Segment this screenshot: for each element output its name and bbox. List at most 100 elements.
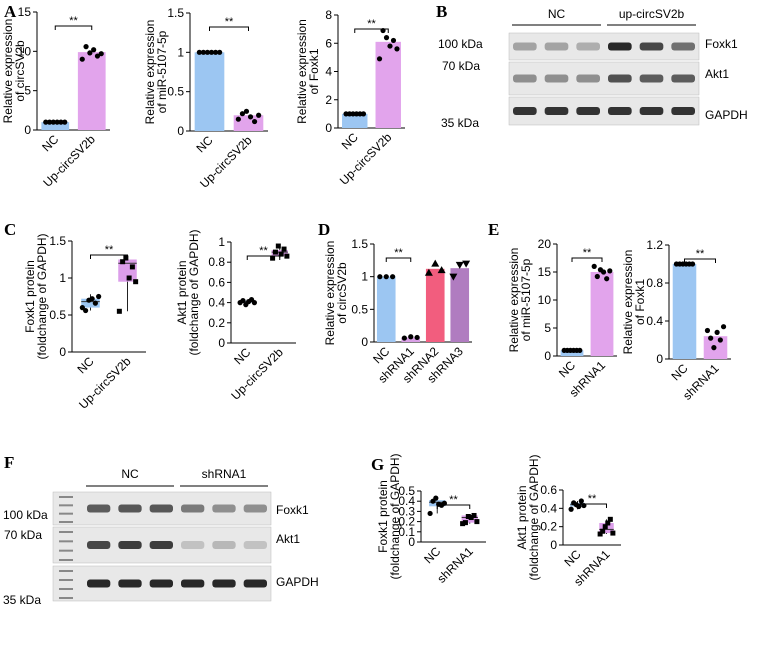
protein-band xyxy=(181,541,205,549)
data-point xyxy=(600,269,607,275)
group-label: NC xyxy=(121,467,139,481)
y-tick-label: 0.5 xyxy=(167,85,184,99)
ladder-band xyxy=(59,521,73,523)
y-axis-label: Relative expression xyxy=(323,241,337,346)
protein-band xyxy=(149,504,173,513)
protein-label: Foxk1 xyxy=(276,503,309,517)
data-point xyxy=(465,514,471,519)
data-point xyxy=(79,56,85,62)
y-tick-label: 0.8 xyxy=(208,255,225,269)
panel-label-d: D xyxy=(318,220,330,239)
bar xyxy=(194,52,225,132)
data-point xyxy=(689,261,696,267)
protein-band xyxy=(243,541,267,549)
blot-strip xyxy=(508,96,700,126)
y-tick-label: 1 xyxy=(177,45,184,59)
y-axis-label: Akt1 protein xyxy=(515,485,529,549)
y-tick-label: 4 xyxy=(325,65,332,79)
y-tick-label: 0 xyxy=(218,336,225,350)
protein-band xyxy=(544,107,569,115)
protein-band xyxy=(243,504,267,513)
data-point xyxy=(43,119,49,125)
y-tick-label: 0 xyxy=(550,538,557,552)
chart-c2: 0 0.2 0.4 0.6 0.8 1 Akt1 protein(foldchange of… xyxy=(175,229,296,403)
data-point xyxy=(594,273,600,280)
marker-label: 35 kDa xyxy=(3,593,41,607)
data-point xyxy=(437,266,446,274)
data-point xyxy=(377,274,383,280)
western-blot-b: NC up-circSV2b Foxk1 Akt1 GAPDH 100 kDa 70 kDa… xyxy=(438,7,748,130)
data-point xyxy=(604,276,610,282)
y-tick-label: 5 xyxy=(24,84,31,98)
y-axis-label: (foldchange of GAPDH) xyxy=(388,453,402,579)
significance-bracket xyxy=(209,26,249,31)
y-tick-label: 0.5 xyxy=(351,302,368,316)
y-tick-label: 1.5 xyxy=(351,237,368,251)
significance-label: ** xyxy=(696,248,705,260)
protein-band xyxy=(212,541,236,549)
data-point xyxy=(460,521,466,527)
y-axis-label: (foldchange of GAPDH) xyxy=(35,233,49,359)
y-tick-label: 0.2 xyxy=(540,520,557,534)
data-point xyxy=(390,37,397,44)
y-tick-label: 10 xyxy=(18,44,32,58)
significance-bracket xyxy=(54,25,93,30)
y-tick-label: 0 xyxy=(325,121,332,135)
y-tick-label: 0.3 xyxy=(398,504,415,518)
group-label: up-circSV2b xyxy=(619,7,685,21)
protein-band xyxy=(149,541,173,549)
y-tick-label: 6 xyxy=(325,36,332,50)
western-blot-f: NC shRNA1 Foxk1 Akt1 GAPDH 100 kDa 70 kDa 35 kD… xyxy=(3,467,319,607)
panel-label-f: F xyxy=(4,453,14,472)
y-tick-label: 0.6 xyxy=(540,483,557,497)
panel-label-e: E xyxy=(488,220,499,239)
blot-strip xyxy=(508,32,700,61)
data-point xyxy=(204,49,211,55)
protein-band xyxy=(608,74,632,83)
bar xyxy=(342,113,368,128)
data-point xyxy=(126,275,132,281)
data-point xyxy=(89,296,95,302)
protein-band xyxy=(513,107,537,115)
significance-bracket xyxy=(571,257,603,262)
bar xyxy=(672,264,697,359)
protein-band xyxy=(87,579,111,588)
y-tick-label: 0 xyxy=(59,345,66,359)
significance-label: ** xyxy=(449,494,458,506)
y-tick-label: 10 xyxy=(538,293,552,307)
protein-band xyxy=(576,74,600,83)
data-point xyxy=(607,268,613,274)
significance-bracket xyxy=(246,255,281,260)
data-point xyxy=(243,108,250,114)
protein-band xyxy=(149,579,173,588)
y-tick-label: 0.4 xyxy=(398,494,415,508)
data-point xyxy=(597,531,603,537)
significance-bracket xyxy=(684,258,716,263)
y-axis-label: Foxk1 protein xyxy=(23,260,37,333)
protein-label: GAPDH xyxy=(705,108,748,122)
y-tick-label: 0 xyxy=(544,349,551,363)
ladder-band xyxy=(59,549,73,552)
data-point xyxy=(610,530,616,536)
bar xyxy=(41,122,70,130)
bar xyxy=(590,272,614,356)
y-tick-label: 0.6 xyxy=(208,275,225,289)
y-axis-label: of circSV2b xyxy=(335,262,349,324)
bar xyxy=(233,115,264,131)
data-point xyxy=(433,495,439,501)
protein-band xyxy=(608,107,632,115)
y-tick-label: 0 xyxy=(361,335,368,349)
marker-label: 100 kDa xyxy=(3,508,48,522)
y-tick-label: 1 xyxy=(361,270,368,284)
y-tick-label: 0.4 xyxy=(208,296,225,310)
y-tick-label: 0.5 xyxy=(398,484,415,498)
data-point xyxy=(251,118,258,125)
data-point xyxy=(281,246,287,252)
category-label: NC xyxy=(561,547,583,569)
significance-bracket xyxy=(436,504,471,509)
box xyxy=(81,298,100,308)
